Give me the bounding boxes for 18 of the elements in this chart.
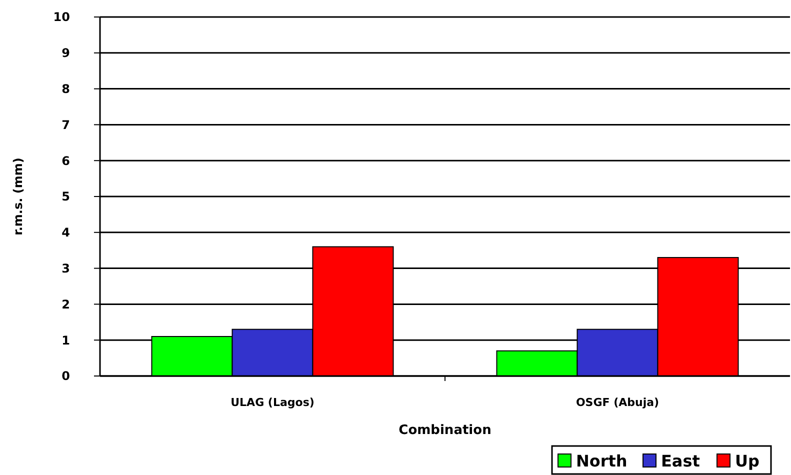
y-tick-label: 1 [62,333,70,348]
y-tick-label: 5 [62,190,70,204]
legend-label: Up [735,452,760,471]
y-tick-label: 0 [62,369,70,384]
y-tick-label: 8 [62,82,70,96]
y-tick-label: 2 [62,297,70,312]
x-tick-label: ULAG (Lagos) [230,396,314,409]
y-axis-title: r.m.s. (mm) [11,158,25,236]
y-tick-label: 7 [62,118,70,132]
y-tick-label: 3 [62,262,70,276]
y-tick-label: 4 [62,226,70,240]
x-tick-label: OSGF (Abuja) [576,396,660,409]
y-tick-label: 6 [62,154,70,168]
x-axis-title: Combination [398,423,492,438]
legend-label: East [661,452,700,471]
legend-label: North [576,452,628,471]
y-tick-label: 10 [53,10,70,24]
y-tick-label: 9 [62,46,70,60]
